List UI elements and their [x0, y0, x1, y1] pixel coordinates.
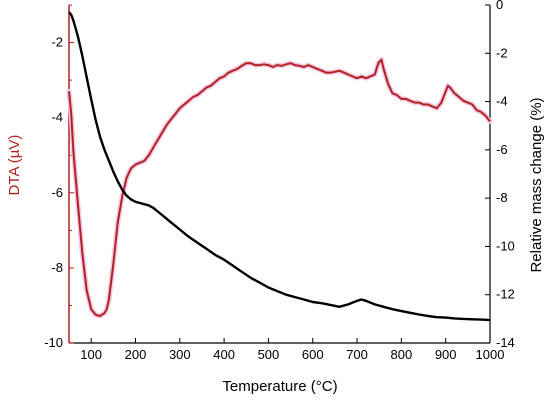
y-right-tick-label: -4	[496, 94, 508, 109]
x-tick-label: 700	[346, 347, 368, 362]
dta-series-halo	[66, 57, 493, 319]
mass-change-series-line	[68, 11, 491, 322]
y-left-tick-label: -10	[44, 335, 63, 350]
y-right-tick-label: -2	[496, 45, 508, 60]
left-axis-title: DTA (µV)	[6, 135, 23, 196]
x-tick-label: 400	[213, 347, 235, 362]
plot-area: 100 200 300 400 500 600 700 800 900 1000 -2 -4 -6 -8…	[44, 0, 515, 362]
x-tick-label: 1000	[476, 347, 505, 362]
y-right-tick-label: -14	[496, 335, 515, 350]
y-left-tick-label: -4	[51, 110, 63, 125]
y-left-tick-label: -2	[51, 35, 63, 50]
y-right-tick-label: -6	[496, 142, 508, 157]
x-tick-label: 200	[125, 347, 147, 362]
y-left-ticks: -2 -4 -6 -8 -10	[44, 4, 74, 350]
x-tick-label: 300	[169, 347, 191, 362]
x-tick-label: 900	[435, 347, 457, 362]
x-tick-label: 500	[258, 347, 280, 362]
y-left-tick-label: -8	[51, 260, 63, 275]
y-right-tick-label: 0	[496, 0, 503, 12]
right-axis-title: Relative mass change (%)	[528, 97, 545, 272]
y-right-tick-label: -12	[496, 287, 515, 302]
dta-series-line	[68, 58, 491, 317]
y-right-ticks: 0 -2 -4 -6 -8 -10 -12 -14	[485, 0, 515, 350]
x-ticks: 100 200 300 400 500 600 700 800 900 1000	[80, 338, 504, 362]
y-left-tick-label: -6	[51, 185, 63, 200]
y-right-tick-label: -10	[496, 238, 515, 253]
x-tick-label: 600	[302, 347, 324, 362]
x-tick-label: 100	[80, 347, 102, 362]
x-tick-label: 800	[391, 347, 413, 362]
series-layer	[66, 11, 493, 322]
x-axis-title: Temperature (°C)	[222, 378, 337, 395]
y-right-tick-label: -8	[496, 190, 508, 205]
